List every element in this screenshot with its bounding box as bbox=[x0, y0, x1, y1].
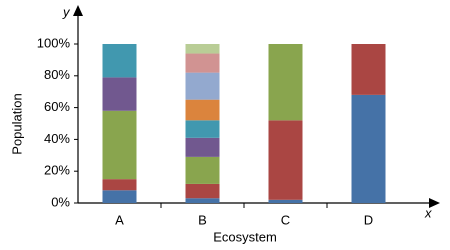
bar-segment bbox=[185, 120, 220, 138]
y-axis-title: Population bbox=[9, 93, 24, 154]
bar-segment bbox=[185, 156, 220, 184]
bar-segment bbox=[268, 44, 303, 121]
x-tick-label: C bbox=[281, 212, 290, 227]
bar-segment bbox=[185, 72, 220, 100]
x-tick-label: B bbox=[198, 212, 207, 227]
bar-segment bbox=[185, 137, 220, 157]
x-arrow bbox=[429, 198, 440, 208]
y-tick-label: 20% bbox=[44, 163, 70, 178]
bar-segment bbox=[351, 94, 386, 203]
bar-segment bbox=[185, 198, 220, 203]
x-symbol: x bbox=[424, 205, 432, 220]
y-tick-label: 0% bbox=[51, 194, 70, 209]
bar-segment bbox=[102, 190, 137, 203]
bar-segment bbox=[102, 77, 137, 111]
bar-segment bbox=[268, 199, 303, 203]
y-tick-label: 80% bbox=[44, 67, 70, 82]
bar-segment bbox=[351, 44, 386, 95]
x-axis-title: Ecosystem bbox=[213, 229, 277, 244]
bar-segment bbox=[102, 179, 137, 191]
bar-segment bbox=[185, 183, 220, 199]
y-tick-label: 60% bbox=[44, 99, 70, 114]
y-symbol: y bbox=[62, 4, 71, 19]
y-tick-label: 40% bbox=[44, 131, 70, 146]
bar-segment bbox=[102, 110, 137, 180]
bar-segment bbox=[185, 53, 220, 73]
bar-segment bbox=[102, 44, 137, 78]
bar-segment bbox=[185, 99, 220, 121]
bar-segment bbox=[268, 120, 303, 200]
y-tick-label: 100% bbox=[37, 35, 71, 50]
bar-segment bbox=[185, 44, 220, 54]
y-arrow bbox=[73, 5, 83, 16]
x-tick-label: D bbox=[364, 212, 373, 227]
x-tick-label: A bbox=[115, 212, 124, 227]
